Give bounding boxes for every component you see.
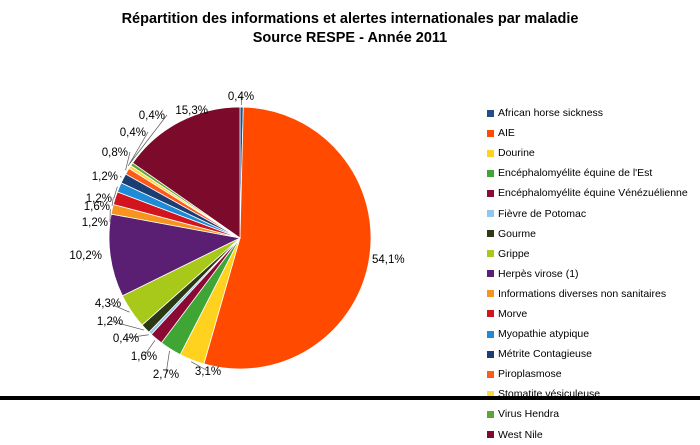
legend-swatch bbox=[487, 210, 494, 217]
legend-swatch bbox=[487, 230, 494, 237]
legend-label: Herpès virose (1) bbox=[498, 268, 579, 280]
legend-item: Morve bbox=[487, 304, 688, 324]
legend-swatch bbox=[487, 250, 494, 257]
legend-label: Métrite Contagieuse bbox=[498, 348, 592, 360]
legend-label: Dourine bbox=[498, 147, 535, 159]
legend-swatch bbox=[487, 411, 494, 418]
legend-label: AIE bbox=[498, 127, 515, 139]
legend-item: Virus Hendra bbox=[487, 404, 688, 424]
data-label: 0,4% bbox=[113, 333, 139, 345]
label-leader-line bbox=[120, 176, 122, 177]
legend-label: Virus Hendra bbox=[498, 408, 559, 420]
legend-label: Fièvre de Potomac bbox=[498, 208, 586, 220]
legend-item: Métrite Contagieuse bbox=[487, 344, 688, 364]
legend-item: Encéphalomyélite équine de l'Est bbox=[487, 163, 688, 183]
legend-swatch bbox=[487, 110, 494, 117]
bottom-border bbox=[0, 396, 700, 400]
legend-label: Encéphalomyélite équine de l'Est bbox=[498, 167, 652, 179]
legend-item: Piroplasmose bbox=[487, 364, 688, 384]
legend-label: Informations diverses non sanitaires bbox=[498, 288, 666, 300]
legend-label: Piroplasmose bbox=[498, 368, 562, 380]
legend-swatch bbox=[487, 270, 494, 277]
legend-item: Grippe bbox=[487, 244, 688, 264]
data-label: 2,7% bbox=[153, 369, 179, 381]
data-label: 1,2% bbox=[86, 193, 112, 205]
legend-swatch bbox=[487, 190, 494, 197]
legend-item: African horse sickness bbox=[487, 103, 688, 123]
data-label: 4,3% bbox=[95, 298, 121, 310]
data-label: 0,4% bbox=[139, 110, 165, 122]
data-label: 1,2% bbox=[92, 171, 118, 183]
legend-label: Myopathie atypique bbox=[498, 328, 589, 340]
legend-item: Herpès virose (1) bbox=[487, 264, 688, 284]
legend-item: Dourine bbox=[487, 143, 688, 163]
legend-swatch bbox=[487, 431, 494, 438]
legend-label: Morve bbox=[498, 308, 527, 320]
legend-label: West Nile bbox=[498, 429, 543, 441]
legend-swatch bbox=[487, 170, 494, 177]
legend-item: West Nile bbox=[487, 425, 688, 445]
data-label: 15,3% bbox=[175, 105, 208, 117]
legend-swatch bbox=[487, 371, 494, 378]
data-label: 54,1% bbox=[372, 254, 405, 266]
legend-item: Stomatite vésiculeuse bbox=[487, 384, 688, 404]
legend-swatch bbox=[487, 290, 494, 297]
data-label: 1,6% bbox=[131, 351, 157, 363]
legend-item: AIE bbox=[487, 123, 688, 143]
legend-swatch bbox=[487, 331, 494, 338]
legend-item: Fièvre de Potomac bbox=[487, 203, 688, 223]
legend-label: Encéphalomyélite équine Vénézuélienne bbox=[498, 187, 688, 199]
legend-swatch bbox=[487, 351, 494, 358]
legend-item: Informations diverses non sanitaires bbox=[487, 284, 688, 304]
data-label: 0,8% bbox=[102, 147, 128, 159]
legend-swatch bbox=[487, 310, 494, 317]
legend-label: African horse sickness bbox=[498, 107, 603, 119]
data-label: 1,2% bbox=[82, 217, 108, 229]
legend-label: Grippe bbox=[498, 248, 530, 260]
data-label: 0,4% bbox=[228, 91, 254, 103]
data-label: 10,2% bbox=[69, 250, 102, 262]
legend-swatch bbox=[487, 130, 494, 137]
legend-label: Gourme bbox=[498, 228, 536, 240]
legend: African horse sickness AIE Dourine Encéphal… bbox=[487, 103, 688, 445]
legend-item: Myopathie atypique bbox=[487, 324, 688, 344]
data-label: 1,2% bbox=[97, 316, 123, 328]
legend-item: Gourme bbox=[487, 224, 688, 244]
data-label: 0,4% bbox=[120, 127, 146, 139]
legend-swatch bbox=[487, 150, 494, 157]
legend-item: Encéphalomyélite équine Vénézuélienne bbox=[487, 183, 688, 203]
data-label: 3,1% bbox=[195, 366, 221, 378]
